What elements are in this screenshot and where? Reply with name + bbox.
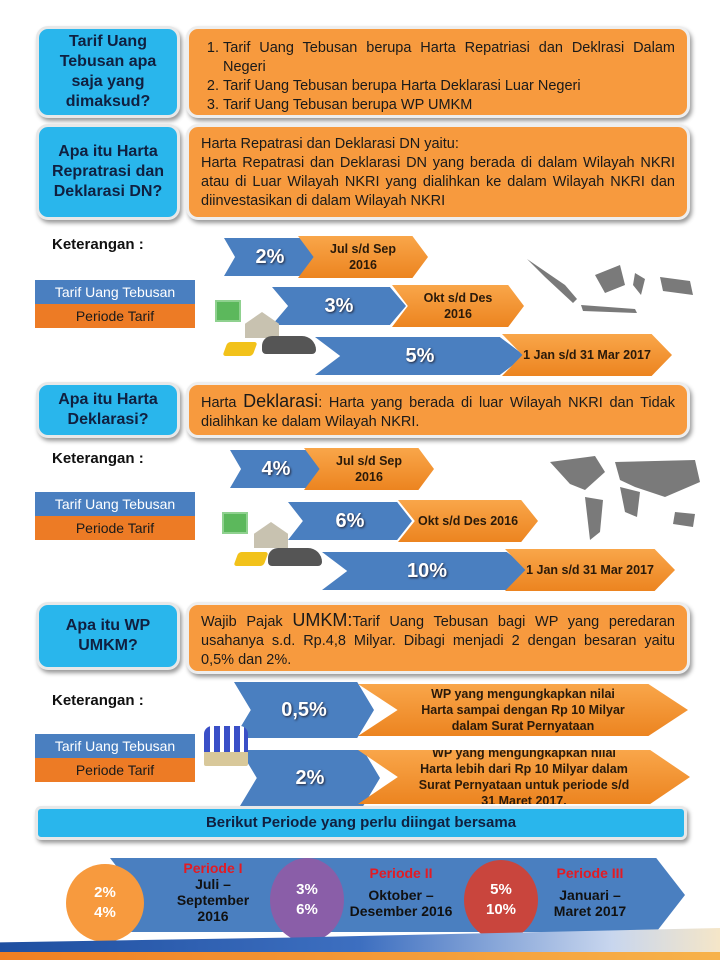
rate-chevron: 6% <box>288 502 412 540</box>
answer-wp-umkm: Wajib Pajak UMKM:Tarif Uang Tebusan bagi… <box>186 602 690 674</box>
answer-harta-deklarasi: Harta Deklarasi: Harta yang berada di lu… <box>186 382 690 438</box>
period-chevron: Jul s/d Sep 2016 <box>298 236 428 278</box>
description-chevron: WP yang mengungkapkan nilai Harta lebih … <box>358 750 690 804</box>
period-chevron: Jul s/d Sep 2016 <box>304 448 434 490</box>
answer-item: Tarif Uang Tebusan berupa WP UMKM <box>223 96 675 115</box>
gold-icon <box>233 552 269 566</box>
answer-item: Tarif Uang Tebusan berupa Harta Deklaras… <box>223 77 675 96</box>
legend-periode: Periode Tarif <box>35 758 195 782</box>
answer-text: Harta Repatrasi dan Deklarasi DN yang be… <box>201 155 675 209</box>
rate: 4% <box>94 904 116 921</box>
car-icon <box>268 548 322 566</box>
period-title: Periode I <box>183 860 243 876</box>
legend-periode: Periode Tarif <box>35 516 195 540</box>
gold-icon <box>222 342 258 356</box>
legend-tarif: Tarif Uang Tebusan <box>35 280 195 304</box>
house-icon <box>254 522 288 548</box>
car-icon <box>262 336 316 354</box>
answer-text: : Harta yang berada di luar Wilayah NKRI… <box>201 395 675 430</box>
period-chevron: Okt s/d Des 2016 <box>392 285 524 327</box>
rate: 10% <box>485 901 517 918</box>
period-label: Periode III Januari – Maret 2017 <box>540 865 640 919</box>
indonesia-map-icon <box>527 259 693 313</box>
rate-chevron: 5% <box>315 337 525 375</box>
question-harta-repatriasi: Apa itu Harta Repratrasi dan Deklarasi D… <box>36 124 180 220</box>
keterangan-label: Keterangan : <box>52 692 144 709</box>
period-desc: Oktober – Desember 2016 <box>349 887 453 919</box>
answer-heading: Harta Repatrasi dan Deklarasi DN yaitu: <box>201 136 459 152</box>
answer-tarif-uang-tebusan: Tarif Uang Tebusan berupa Harta Repatria… <box>186 26 690 118</box>
rate: 5% <box>490 881 512 898</box>
keterangan-label: Keterangan : <box>52 450 144 467</box>
house-icon <box>245 312 279 338</box>
answer-term: UMKM: <box>292 610 353 630</box>
period-label: Periode I Juli – September 2016 <box>168 860 258 924</box>
answer-item: Tarif Uang Tebusan berupa Harta Repatria… <box>223 39 675 77</box>
rate-chevron: 2% <box>240 750 380 806</box>
rate: 6% <box>296 901 318 918</box>
banner: Berikut Periode yang perlu diingat bersa… <box>35 806 687 840</box>
description-chevron: WP yang mengungkapkan nilai Harta sampai… <box>358 684 688 736</box>
period-rate-circle: 5% 10% <box>464 860 538 940</box>
period-label: Periode II Oktober – Desember 2016 <box>338 865 464 919</box>
period-desc: Januari – Maret 2017 <box>553 887 627 919</box>
period-chevron: 1 Jan s/d 31 Mar 2017 <box>505 549 675 591</box>
period-title: Periode III <box>556 865 624 881</box>
answer-term: Deklarasi <box>243 391 319 411</box>
world-map-icon <box>550 456 700 540</box>
money-icon <box>215 300 241 322</box>
period-desc: Juli – September 2016 <box>176 876 250 924</box>
rate-chevron: 4% <box>230 450 322 488</box>
question-tarif-uang-tebusan: Tarif Uang Tebusan apa saja yang dimaksu… <box>36 26 180 118</box>
period-title: Periode II <box>369 865 433 881</box>
footer-stripe <box>0 952 720 960</box>
legend-periode: Periode Tarif <box>35 304 195 328</box>
period-rate-circle: 2% 4% <box>66 864 144 942</box>
money-icon <box>222 512 248 534</box>
answer-pre: Wajib Pajak <box>201 614 293 630</box>
rate: 3% <box>296 881 318 898</box>
question-wp-umkm: Apa itu WP UMKM? <box>36 602 180 670</box>
question-harta-deklarasi: Apa itu Harta Deklarasi? <box>36 382 180 438</box>
answer-pre: Harta <box>201 395 244 411</box>
rate-chevron: 3% <box>272 287 406 325</box>
rate-chevron: 0,5% <box>234 682 374 738</box>
rate-chevron: 10% <box>322 552 532 590</box>
rate: 2% <box>94 884 116 901</box>
legend-tarif: Tarif Uang Tebusan <box>35 734 195 758</box>
answer-harta-repatriasi: Harta Repatrasi dan Deklarasi DN yaitu: … <box>186 124 690 220</box>
shop-icon <box>204 726 248 766</box>
period-band <box>110 858 685 932</box>
answer-text: Tarif Uang Tebusan bagi WP yang peredara… <box>201 614 675 668</box>
rate-chevron: 2% <box>224 238 316 276</box>
period-rate-circle: 3% 6% <box>270 858 344 942</box>
period-chevron: Okt s/d Des 2016 <box>398 500 538 542</box>
legend-tarif: Tarif Uang Tebusan <box>35 492 195 516</box>
period-chevron: 1 Jan s/d 31 Mar 2017 <box>502 334 672 376</box>
keterangan-label: Keterangan : <box>52 236 144 253</box>
